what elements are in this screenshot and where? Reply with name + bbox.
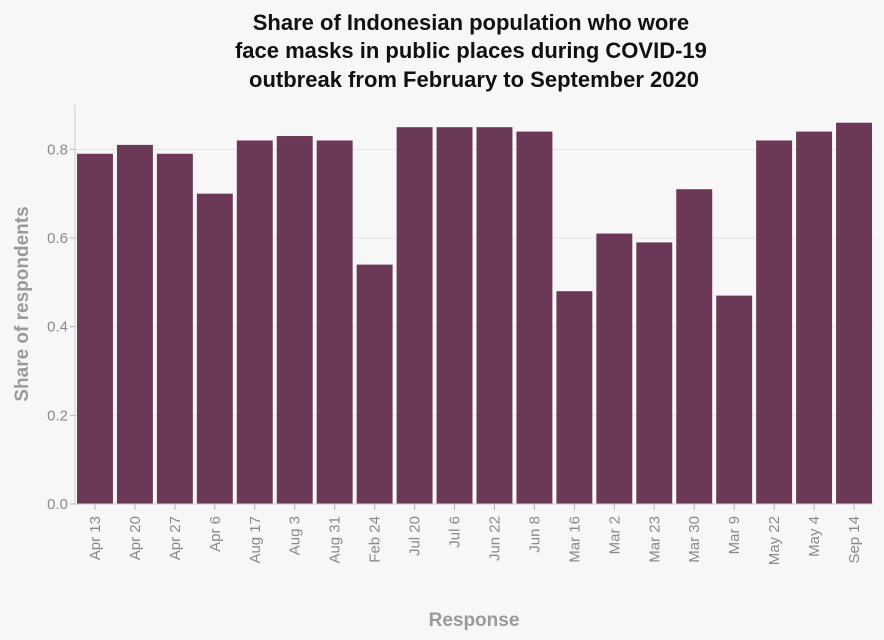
bar [396, 127, 433, 505]
x-tick-label: Sep 14 [846, 516, 863, 564]
chart-title-line-1: Share of Indonesian population who wore [253, 10, 689, 35]
y-axis-title: Share of respondents [12, 206, 33, 401]
bar [316, 140, 353, 504]
x-tick-label: May 4 [806, 516, 823, 557]
y-tick-label: 0.4 [47, 319, 68, 336]
bar [796, 131, 833, 504]
x-tick-label: Mar 2 [606, 516, 623, 554]
bar [596, 233, 633, 505]
x-tick-label: Apr 6 [207, 516, 224, 552]
x-tick-label: Apr 27 [167, 516, 184, 560]
bar [836, 122, 872, 504]
bar [236, 140, 273, 504]
x-tick-label: Jul 6 [447, 516, 464, 548]
x-tick-label: Mar 9 [726, 516, 743, 554]
bar [276, 136, 313, 505]
x-tick-label: Jun 8 [526, 516, 543, 553]
bar [636, 242, 673, 504]
bar [77, 153, 113, 504]
x-tick-label: Apr 13 [87, 516, 104, 560]
x-tick-label: Jun 22 [486, 516, 503, 561]
bar [476, 127, 513, 505]
x-tick-label: Feb 24 [367, 516, 384, 563]
y-tick-label: 0.2 [47, 407, 68, 424]
bar [356, 264, 393, 504]
chart-title-line-3: outbreak from February to September 2020 [249, 67, 699, 92]
x-axis-title: Response [429, 610, 520, 631]
y-tick-label: 0.0 [47, 496, 68, 513]
bar [556, 291, 593, 504]
bar [756, 140, 793, 504]
bar [676, 189, 713, 504]
x-tick-label: Aug 31 [327, 516, 344, 564]
bar [196, 193, 233, 504]
x-tick-label: Mar 30 [686, 516, 703, 563]
chart-title-line-2: face masks in public places during COVID… [235, 38, 707, 63]
x-tick-label: Apr 20 [127, 516, 144, 560]
x-tick-label: Aug 3 [287, 516, 304, 555]
x-tick-label: Aug 17 [247, 516, 264, 564]
bars [77, 122, 872, 505]
bar [516, 131, 553, 504]
bar [436, 127, 473, 505]
y-tick-label: 0.8 [47, 141, 68, 158]
x-tick-label: May 22 [766, 516, 783, 565]
x-tick-label: Mar 16 [566, 516, 583, 563]
chart-title: Share of Indonesian population who wore … [235, 10, 713, 92]
y-tick-label: 0.6 [47, 230, 68, 247]
bar [716, 295, 753, 504]
x-tick-label: Jul 20 [407, 516, 424, 556]
axes: 0.0 0.2 0.4 0.6 0.8 Apr 13 Apr 20 Apr 27 Apr 6 Au… [47, 105, 874, 565]
x-tick-label: Mar 23 [646, 516, 663, 563]
gridlines [75, 148, 874, 505]
bar [156, 153, 193, 504]
bar [116, 144, 153, 504]
